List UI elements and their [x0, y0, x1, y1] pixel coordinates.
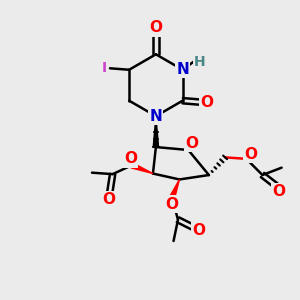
Text: O: O — [124, 151, 137, 166]
Polygon shape — [153, 116, 158, 147]
Text: O: O — [244, 147, 257, 162]
Text: O: O — [200, 95, 213, 110]
Text: H: H — [194, 55, 206, 68]
Text: O: O — [193, 223, 206, 238]
Text: N: N — [176, 62, 189, 77]
Polygon shape — [169, 179, 179, 199]
Polygon shape — [131, 163, 153, 174]
Text: O: O — [272, 184, 285, 199]
Text: O: O — [103, 192, 116, 207]
Text: O: O — [166, 197, 178, 212]
Text: I: I — [102, 61, 107, 75]
Text: N: N — [149, 109, 162, 124]
Text: O: O — [185, 136, 198, 151]
Text: O: O — [149, 20, 162, 35]
